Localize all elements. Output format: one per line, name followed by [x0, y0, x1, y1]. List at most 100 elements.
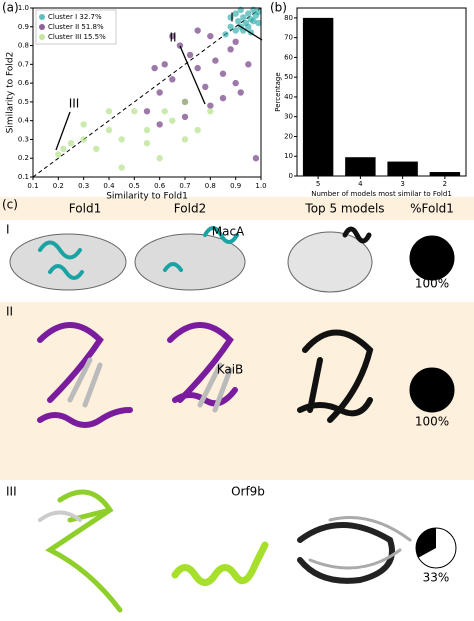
annotation: III — [69, 97, 80, 111]
axes-frame — [32, 7, 262, 178]
y-tick-label: 0.2 — [18, 154, 29, 162]
protein-art — [9, 226, 412, 613]
x-tick-label: 0.5 — [129, 182, 140, 190]
y-tick-label: 30 — [284, 113, 293, 121]
y-tick-label: 60 — [284, 53, 293, 61]
protein-name: Orf9b — [231, 485, 265, 499]
point — [227, 14, 234, 21]
panel-label: (b) — [270, 1, 287, 15]
y-tick-label: 1.0 — [18, 4, 29, 12]
point — [245, 23, 252, 30]
point — [143, 140, 151, 147]
point — [212, 57, 219, 64]
point — [131, 108, 138, 115]
point — [118, 136, 125, 143]
diagonal — [32, 7, 262, 178]
point — [118, 164, 125, 171]
point — [227, 23, 234, 30]
point — [237, 89, 244, 96]
row-numeral: II — [6, 305, 13, 319]
header-band — [0, 197, 474, 220]
point — [143, 126, 151, 134]
percent-label: 100% — [415, 277, 449, 291]
bar — [302, 17, 334, 176]
y-tick-label: 80 — [284, 14, 293, 22]
y-tick-label: 70 — [284, 34, 293, 42]
y-tick-label: 0.7 — [18, 60, 29, 68]
point — [105, 108, 113, 115]
point — [219, 70, 227, 77]
y-axis-label: Similarity to Fold2 — [6, 52, 16, 134]
point — [67, 140, 75, 147]
legend-marker — [39, 24, 45, 30]
point — [169, 117, 176, 124]
y-tick-label: 50 — [284, 73, 293, 81]
point — [252, 155, 260, 162]
y-tick-label: 0.9 — [18, 23, 29, 31]
point — [250, 17, 257, 25]
legend-marker — [39, 14, 45, 20]
y-tick-label: 0.5 — [18, 98, 29, 106]
annotation-line — [55, 111, 71, 151]
bar — [429, 172, 461, 176]
point — [232, 38, 239, 45]
x-tick-label: 3 — [400, 180, 404, 188]
column-header: %Fold1 — [410, 202, 454, 216]
point — [80, 136, 87, 143]
point — [240, 14, 247, 21]
percent-label: 100% — [415, 415, 449, 429]
point — [207, 102, 214, 109]
annotation-line — [179, 45, 206, 105]
y-tick-label: 40 — [284, 93, 293, 101]
x-tick-label: 2 — [443, 180, 447, 188]
pie-slice — [410, 368, 454, 412]
bar — [387, 161, 418, 176]
point — [219, 94, 227, 102]
legend-label: Cluster II 51.8% — [48, 23, 104, 31]
point — [255, 8, 262, 15]
point — [143, 108, 151, 115]
axes-frame — [296, 7, 467, 177]
column-header: Fold1 — [69, 202, 101, 216]
point — [207, 32, 214, 40]
row-numeral: I — [6, 223, 10, 237]
legend-box — [35, 9, 117, 45]
y-tick-label: 0.4 — [18, 117, 30, 125]
panel-label: (a) — [2, 1, 19, 15]
y-tick-label: 0.3 — [18, 135, 29, 143]
point — [202, 83, 209, 91]
y-tick-label: 0.6 — [18, 79, 30, 87]
point — [194, 27, 201, 34]
point — [194, 126, 201, 134]
x-axis-label: Similarity to Fold1 — [106, 192, 188, 202]
protein-name: KaiB — [217, 363, 244, 377]
point — [227, 46, 234, 53]
x-tick-label: 0.1 — [27, 182, 38, 190]
point — [161, 61, 168, 68]
legend-marker — [39, 34, 45, 40]
point — [194, 64, 201, 72]
point — [181, 136, 189, 143]
point — [181, 113, 189, 121]
point — [169, 76, 176, 83]
point — [93, 145, 100, 153]
point — [169, 32, 176, 40]
point — [151, 64, 158, 72]
point — [255, 19, 262, 27]
point — [235, 17, 242, 25]
x-tick-label: 0.2 — [53, 182, 64, 190]
point — [105, 126, 113, 134]
x-tick-label: 0.4 — [103, 182, 115, 190]
point — [80, 121, 87, 128]
y-tick-label: 10 — [284, 152, 293, 160]
x-axis-label: Number of models most similar to Fold1 — [311, 190, 452, 198]
y-tick-label: 0.8 — [18, 42, 29, 50]
point — [245, 61, 252, 68]
point — [60, 145, 67, 153]
x-tick-label: 0.9 — [230, 182, 241, 190]
bar — [345, 157, 376, 176]
pie-slice — [415, 528, 436, 558]
point — [207, 108, 214, 115]
point — [186, 51, 194, 59]
